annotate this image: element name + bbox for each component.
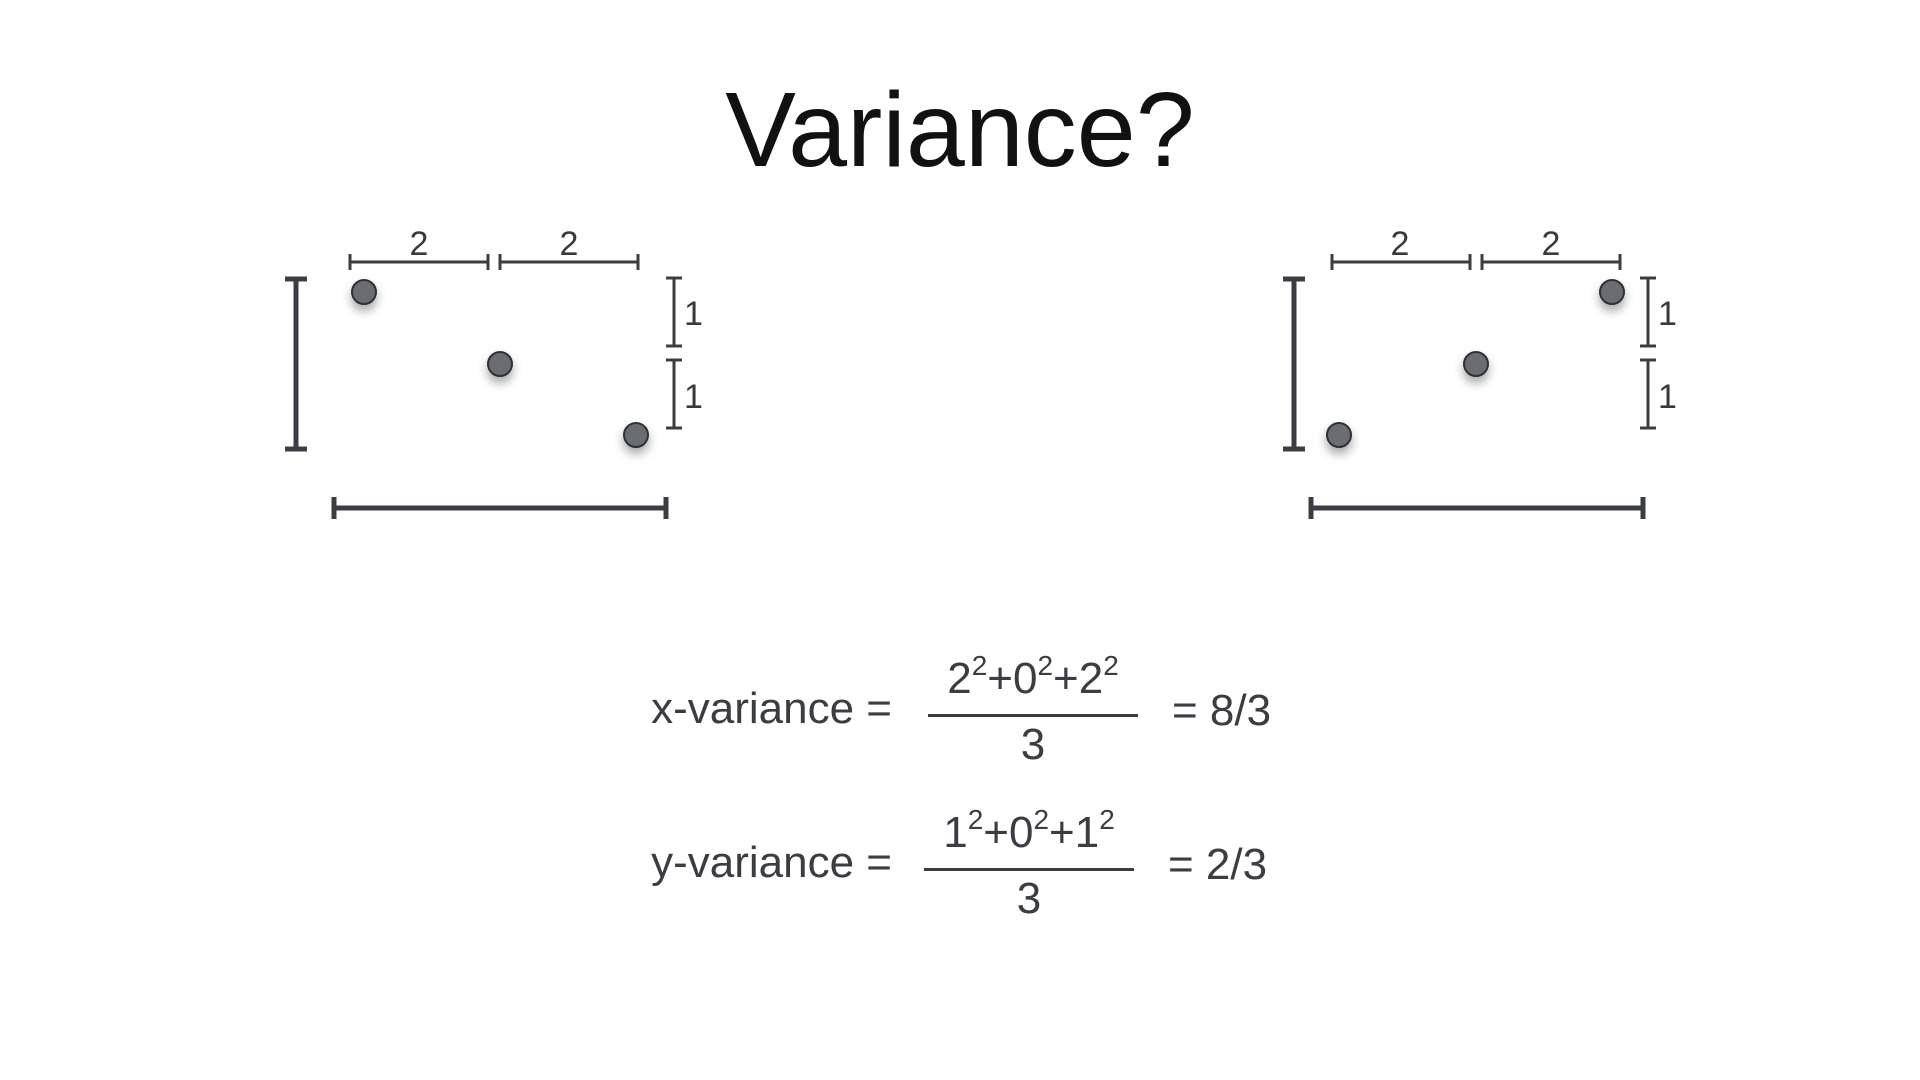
- term-base: 2: [947, 654, 972, 703]
- y-variance-fraction: 12+02+12 3: [924, 802, 1134, 927]
- diagram-left: 2 2 1 1: [285, 225, 703, 519]
- y-variance-label: y-variance =: [651, 838, 892, 887]
- data-point-3: [1599, 279, 1625, 305]
- term-exponent: 2: [1037, 650, 1054, 681]
- fraction-bar: [924, 868, 1134, 871]
- term-exponent: 2: [1033, 804, 1050, 835]
- y-variance-numerator: 12+02+12: [924, 802, 1134, 864]
- term-operator: +: [983, 808, 1009, 857]
- top-span-label-1: 2: [410, 225, 429, 263]
- data-point-2: [1463, 351, 1489, 377]
- y-variance-result: = 2/3: [1168, 840, 1268, 889]
- top-span-bracket-2: [1480, 254, 1622, 270]
- side-span-label-2: 1: [1658, 378, 1677, 416]
- data-point-1: [1326, 422, 1352, 448]
- top-span-label-2: 2: [560, 225, 579, 263]
- term-base: 0: [1012, 654, 1038, 703]
- x-range-bracket: [331, 497, 669, 519]
- fraction-bar: [928, 714, 1138, 717]
- slide-title: Variance?: [725, 71, 1195, 189]
- diagram-right: 2 2 1 1: [1283, 225, 1677, 519]
- side-span-bracket-2: [666, 358, 682, 430]
- y-variance-formula: y-variance = 12+02+12 3 = 2/3: [0, 802, 1920, 924]
- y-range-bracket: [1283, 276, 1305, 452]
- term-base: 1: [943, 808, 968, 857]
- data-point-2: [487, 351, 513, 377]
- term-operator: +: [987, 654, 1013, 703]
- side-span-bracket-2: [1640, 358, 1656, 430]
- y-range-bracket: [285, 276, 307, 452]
- term-base: 1: [1074, 808, 1100, 857]
- x-variance-formula: x-variance = 22+02+22 3 = 8/3: [0, 648, 1920, 770]
- y-variance-denominator: 3: [1016, 874, 1042, 923]
- top-span-bracket-1: [1330, 254, 1472, 270]
- side-span-bracket-1: [1640, 276, 1656, 348]
- top-span-label-1: 2: [1391, 225, 1410, 263]
- x-variance-denominator: 3: [1020, 720, 1046, 769]
- x-range-bracket: [1308, 497, 1646, 519]
- side-span-label-1: 1: [1658, 295, 1677, 333]
- side-span-label-2: 1: [684, 378, 703, 416]
- top-span-bracket-1: [348, 254, 490, 270]
- term-base: 2: [1078, 654, 1104, 703]
- term-operator: +: [1053, 654, 1079, 703]
- x-variance-label: x-variance =: [651, 684, 892, 733]
- term-operator: +: [1049, 808, 1075, 857]
- data-point-3: [623, 422, 649, 448]
- term-exponent: 2: [971, 650, 988, 681]
- term-exponent: 2: [1099, 804, 1115, 835]
- term-exponent: 2: [967, 804, 984, 835]
- term-base: 0: [1008, 808, 1034, 857]
- x-variance-fraction: 22+02+22 3: [928, 648, 1138, 773]
- side-span-label-1: 1: [684, 295, 703, 333]
- side-span-bracket-1: [666, 276, 682, 348]
- x-variance-numerator: 22+02+22: [928, 648, 1138, 710]
- term-exponent: 2: [1103, 650, 1119, 681]
- x-variance-result: = 8/3: [1172, 686, 1272, 735]
- top-span-label-2: 2: [1542, 225, 1561, 263]
- data-point-1: [351, 279, 377, 305]
- top-span-bracket-2: [498, 254, 640, 270]
